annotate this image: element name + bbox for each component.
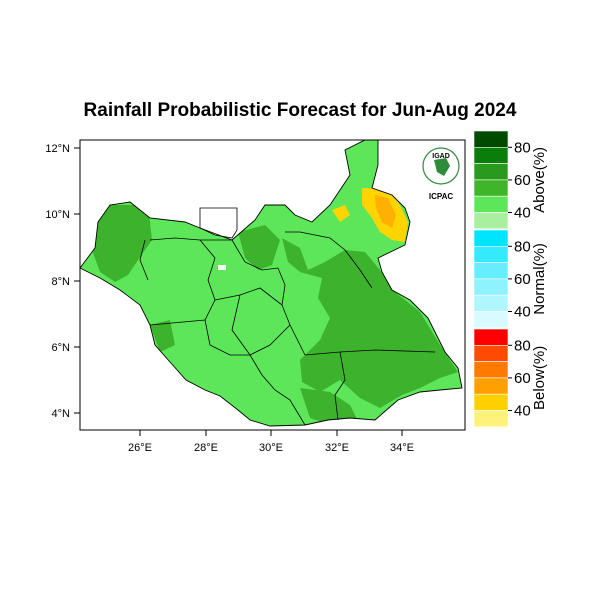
legend-group: 80 60 40 Normal(%) [473,229,548,329]
legend-swatch [473,328,509,346]
legend-swatch [473,410,509,428]
y-tick-label: 10°N [45,209,70,221]
legend-tick-label: 60 [514,370,531,387]
state-borders [139,231,436,426]
legend-swatch [473,130,509,148]
y-tick-label: 4°N [52,408,71,420]
x-tick-label: 34°E [390,442,414,454]
legend-swatch [473,377,509,395]
x-tick-label: 30°E [259,442,283,454]
legend-swatch [473,361,509,379]
legend-swatch [473,344,509,362]
x-axis: 26°E 28°E 30°E 32°E 34°E [128,430,414,454]
legend-swatch [473,229,509,247]
above-normal-50-zone-east [282,238,458,408]
legend-tick-label: 60 [514,271,531,288]
legend-swatch [473,393,509,411]
igad-icpac-logo: IGAD ICPAC [422,147,460,201]
x-tick-label: 26°E [128,442,152,454]
legend-group-label: Above(%) [531,147,548,213]
legend-tick-label: 80 [514,238,531,255]
above-normal-50-zone-northwest [92,205,152,282]
legend-swatch [473,246,509,263]
legend-tick-label: 40 [514,205,531,222]
legend-tick-label: 80 [514,337,531,354]
x-tick-label: 32°E [325,442,349,454]
legend-swatch [473,195,509,213]
no-data-area-small [218,265,226,270]
legend-swatch [473,294,509,312]
logo-top-text: IGAD [432,153,450,160]
legend-tick-label: 40 [514,403,531,420]
legend-swatch [473,278,509,296]
logo-bottom-text: ICPAC [429,192,454,201]
y-axis: 12°N 10°N 8°N 6°N 4°N [45,143,80,420]
below-normal-40-zone-small [332,205,350,222]
legend-swatch [473,163,509,181]
below-normal-50-zone [375,195,396,228]
y-tick-label: 12°N [45,143,70,155]
legend-tick-label: 80 [514,139,531,156]
legend-tick-label: 60 [514,172,531,189]
above-normal-50-zone-southwest [150,320,175,352]
y-tick-label: 8°N [52,276,71,288]
above-normal-50-zone-central-north [238,225,280,270]
legend-swatch [473,262,509,280]
legend-swatch [473,212,509,230]
x-tick-label: 28°E [194,442,218,454]
legend-swatch [473,147,509,164]
legend-group-label: Normal(%) [531,243,548,315]
country-outline [79,139,463,427]
legend-group-label: Below(%) [531,346,548,410]
legend-swatch [473,311,509,329]
map-title: Rainfall Probabilistic Forecast for Jun-… [83,100,517,121]
legend-swatch [473,179,509,197]
above-normal-50-zone-south [300,388,360,425]
y-tick-label: 6°N [52,342,71,354]
legend-tick-label: 40 [514,304,531,321]
